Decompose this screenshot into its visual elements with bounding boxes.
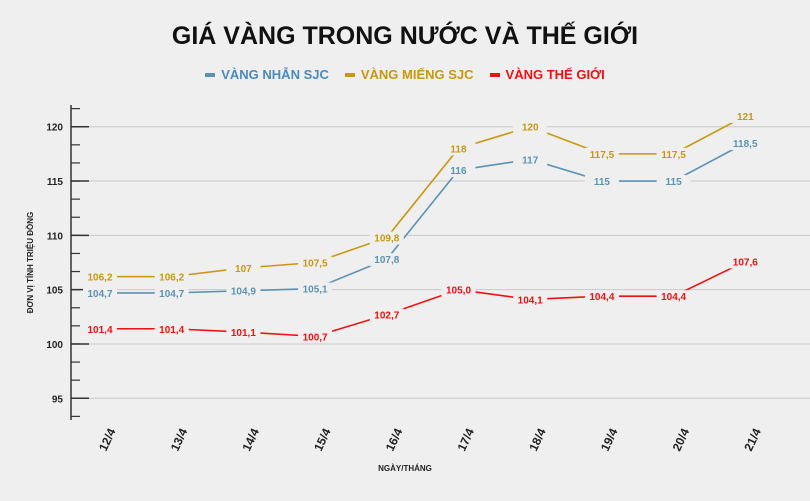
chart-title: GIÁ VÀNG TRONG NƯỚC VÀ THẾ GIỚI xyxy=(171,22,639,50)
legend-swatch xyxy=(344,72,355,77)
y-tick-label: 105 xyxy=(46,286,63,297)
y-axis-label: ĐƠN VỊ TÍNH TRIỆU ĐỒNG xyxy=(25,212,35,314)
legend: VÀNG NHẪN SJC VÀNG MIẾNG SJC VÀNG THẾ GI… xyxy=(0,67,810,82)
x-tick-label: 21/4 xyxy=(741,426,764,453)
legend-item-thegioi: VÀNG THẾ GIỚI xyxy=(489,67,605,82)
x-tick-label: 18/4 xyxy=(526,426,549,453)
data-label: 101,4 xyxy=(87,325,112,336)
legend-swatch xyxy=(489,72,500,77)
legend-item-mieng: VÀNG MIẾNG SJC xyxy=(344,67,474,82)
data-label-bg xyxy=(584,147,619,161)
data-label-bg xyxy=(369,231,404,245)
y-tick-label: 115 xyxy=(47,177,64,188)
y-tick-label: 120 xyxy=(46,123,63,134)
data-label: 101,1 xyxy=(231,328,256,339)
data-label-bg xyxy=(513,120,548,134)
data-label-bg xyxy=(226,261,261,275)
data-label: 104,9 xyxy=(231,287,256,298)
data-label-bg xyxy=(154,270,189,284)
data-label-bg xyxy=(83,322,117,336)
x-tick-label: 12/4 xyxy=(96,426,119,453)
data-label: 115 xyxy=(666,177,683,188)
data-label-bg xyxy=(369,308,404,322)
data-label-bg xyxy=(584,175,619,189)
data-label: 118,5 xyxy=(733,139,758,150)
legend-label: VÀNG MIẾNG SJC xyxy=(360,67,474,82)
data-label: 104,7 xyxy=(87,289,112,300)
data-label-bg xyxy=(656,147,691,161)
legend-swatch xyxy=(205,72,216,77)
data-label: 101,4 xyxy=(159,325,184,336)
data-label: 104,1 xyxy=(518,295,543,306)
data-label-bg xyxy=(441,164,476,178)
legend-label: VÀNG NHẪN SJC xyxy=(221,67,329,82)
data-label: 118 xyxy=(450,144,467,155)
x-tick-label: 17/4 xyxy=(455,426,478,453)
data-label-bg xyxy=(298,282,333,296)
data-label: 117 xyxy=(522,155,539,166)
data-label-bg xyxy=(728,109,763,123)
data-label: 120 xyxy=(522,123,539,134)
data-label-bg xyxy=(728,137,763,151)
data-label-bg xyxy=(513,293,548,307)
data-label: 107,5 xyxy=(303,259,328,270)
data-label-bg xyxy=(369,253,404,267)
data-label-bg xyxy=(298,330,333,344)
data-label-bg xyxy=(441,283,476,297)
x-tick-label: 13/4 xyxy=(168,426,191,453)
data-label-bg xyxy=(728,255,763,269)
data-label: 102,7 xyxy=(374,311,399,322)
y-tick-label: 95 xyxy=(52,394,64,405)
data-label: 104,4 xyxy=(589,292,614,303)
data-label-bg xyxy=(154,286,189,300)
data-label: 117,5 xyxy=(661,150,686,161)
data-label: 107,8 xyxy=(374,255,399,266)
series-line-0 xyxy=(100,142,746,294)
data-label: 107 xyxy=(235,264,252,275)
data-label: 106,2 xyxy=(87,273,112,284)
data-label: 109,8 xyxy=(374,234,399,245)
series-line-1 xyxy=(100,115,746,278)
data-label-bg xyxy=(656,175,691,189)
x-tick-label: 16/4 xyxy=(383,426,406,453)
data-label-bg xyxy=(298,256,333,270)
data-label: 105,1 xyxy=(303,285,328,296)
data-label: 116 xyxy=(450,166,467,177)
y-tick-label: 110 xyxy=(47,231,64,242)
legend-item-nhan: VÀNG NHẪN SJC xyxy=(205,67,329,82)
data-label-bg xyxy=(513,153,548,167)
data-label-bg xyxy=(226,326,261,340)
x-tick-label: 14/4 xyxy=(239,426,262,453)
data-label: 105,0 xyxy=(446,286,471,297)
x-tick-label: 15/4 xyxy=(311,426,334,453)
data-label-bg xyxy=(584,290,619,304)
legend-label: VÀNG THẾ GIỚI xyxy=(505,67,605,82)
data-label-bg xyxy=(154,322,189,336)
data-label: 104,7 xyxy=(159,289,184,300)
data-label: 104,4 xyxy=(661,292,686,303)
data-label-bg xyxy=(226,284,261,298)
data-label-bg xyxy=(656,290,691,304)
x-tick-label: 20/4 xyxy=(670,426,693,453)
y-tick-label: 100 xyxy=(46,340,63,351)
x-axis-label: NGÀY/THÁNG xyxy=(378,464,432,473)
data-label: 106,2 xyxy=(159,273,184,284)
data-label: 117,5 xyxy=(590,150,615,161)
data-label: 115 xyxy=(594,177,611,188)
data-label-bg xyxy=(83,270,117,284)
series-line-2 xyxy=(100,260,746,338)
data-label-bg xyxy=(441,142,476,156)
data-label: 100,7 xyxy=(303,332,328,343)
x-tick-label: 19/4 xyxy=(598,426,621,453)
data-label: 107,6 xyxy=(733,257,758,268)
data-label-bg xyxy=(83,286,117,300)
data-label: 121 xyxy=(737,112,754,123)
